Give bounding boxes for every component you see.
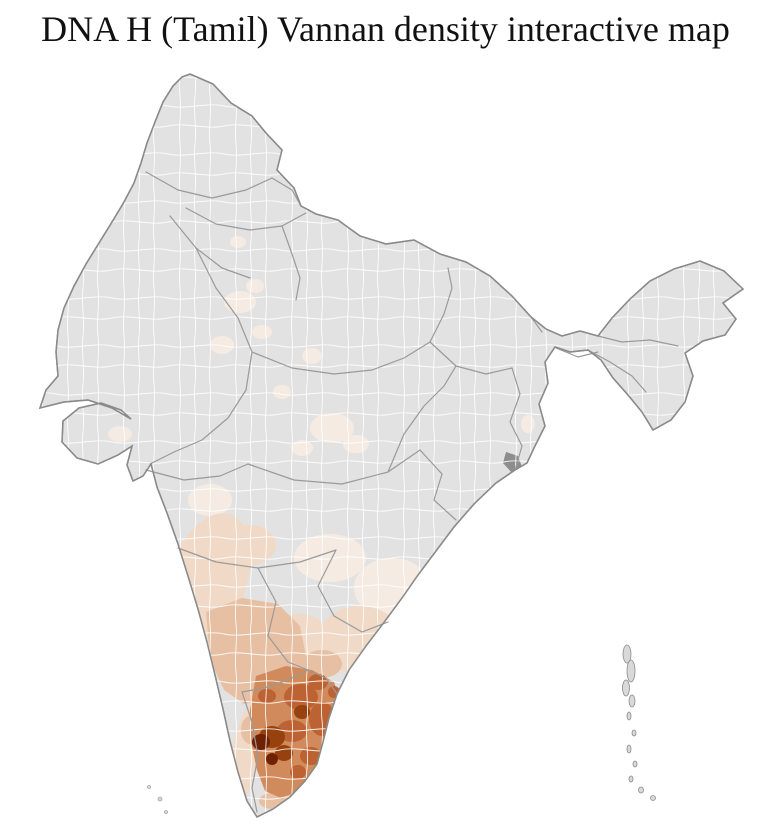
state-border-line	[145, 171, 302, 207]
state-border-line	[145, 463, 249, 481]
island[interactable]	[631, 729, 637, 737]
state-border-line	[241, 669, 309, 693]
island[interactable]	[157, 796, 163, 802]
island[interactable]	[650, 795, 656, 801]
island[interactable]	[638, 786, 644, 794]
state-border-line	[387, 365, 457, 473]
state-border-line	[530, 316, 543, 333]
island[interactable]	[164, 810, 168, 814]
state-border-line	[597, 335, 679, 347]
island[interactable]	[632, 760, 638, 768]
island[interactable]	[147, 785, 151, 789]
state-border-line	[241, 691, 259, 813]
island[interactable]	[626, 659, 636, 683]
lakshadweep-islands[interactable]	[147, 785, 168, 814]
island[interactable]	[626, 744, 632, 754]
state-border-line	[419, 449, 457, 521]
state-border-line	[257, 567, 309, 671]
state-border-line	[247, 449, 421, 485]
state-border-line	[555, 347, 599, 358]
state-borders	[145, 171, 679, 813]
island[interactable]	[622, 679, 630, 697]
state-border-line	[251, 341, 431, 375]
state-border-line	[185, 207, 307, 231]
state-border-line	[587, 349, 647, 393]
state-border-line	[281, 225, 301, 301]
page-title: DNA H (Tamil) Vannan density interactive…	[41, 9, 730, 49]
state-border-line	[509, 367, 523, 471]
island[interactable]	[628, 694, 636, 708]
island[interactable]	[628, 775, 634, 783]
island[interactable]	[626, 711, 632, 721]
district-cluster[interactable]	[140, 493, 160, 507]
island[interactable]	[622, 644, 632, 664]
state-border-line	[149, 247, 253, 465]
state-border-line	[429, 341, 513, 375]
state-border-line	[429, 267, 453, 343]
state-border-line	[317, 549, 389, 633]
state-border-line	[169, 215, 251, 279]
state-border-line	[307, 669, 338, 695]
andaman-nicobar-islands[interactable]	[622, 644, 656, 801]
